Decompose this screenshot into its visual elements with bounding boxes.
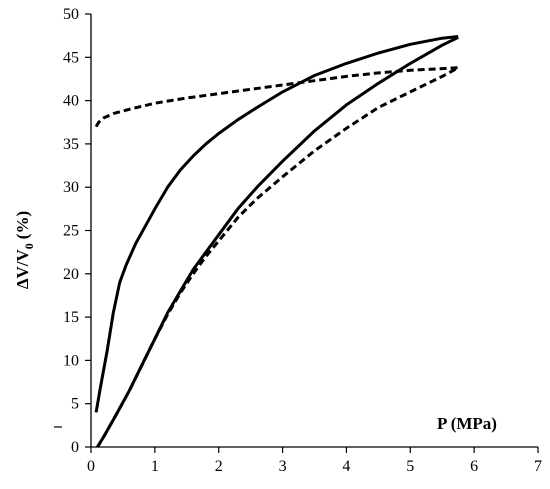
y-tick-label: 10 (63, 352, 79, 369)
x-axis-title: P (MPa) (437, 414, 497, 433)
y-tick-label: 0 (71, 439, 79, 456)
x-tick-label: 7 (534, 458, 542, 475)
x-tick-label: 4 (342, 458, 350, 475)
series-line-4 (94, 66, 459, 128)
y-tick-label: 40 (63, 93, 79, 110)
y-tick-label: 25 (63, 223, 79, 240)
x-tick-label: 0 (87, 458, 95, 475)
y-ticks: 0 5 10 15 20 25 30 35 40 45 50 (63, 6, 91, 456)
y-axis-title-main: ΔV/V (13, 248, 32, 289)
series-line-3 (96, 66, 459, 448)
y-axis-title-unit: (%) (13, 211, 32, 239)
x-tick-label: 1 (151, 458, 159, 475)
x-ticks: 0 1 2 3 4 5 6 7 (87, 447, 542, 475)
y-tick-label: 50 (63, 6, 79, 23)
y-tick-label: 5 (71, 396, 79, 413)
series-line-2 (96, 36, 459, 448)
x-tick-label: 6 (470, 458, 478, 475)
x-tick-label: 3 (279, 458, 287, 475)
series-line-1 (94, 35, 459, 413)
y-tick-label: 20 (63, 266, 79, 283)
y-tick-label: 15 (63, 309, 79, 326)
y-tick-label: 35 (63, 136, 79, 153)
x-tick-label: 2 (215, 458, 223, 475)
plot-area (94, 35, 459, 448)
y-axis-title: ΔV/V0 (%) (13, 211, 36, 289)
x-tick-label: 5 (406, 458, 414, 475)
y-axis-title-subscript: 0 (22, 243, 36, 249)
y-tick-label: 45 (63, 49, 79, 66)
y-tick-label: 30 (63, 179, 79, 196)
